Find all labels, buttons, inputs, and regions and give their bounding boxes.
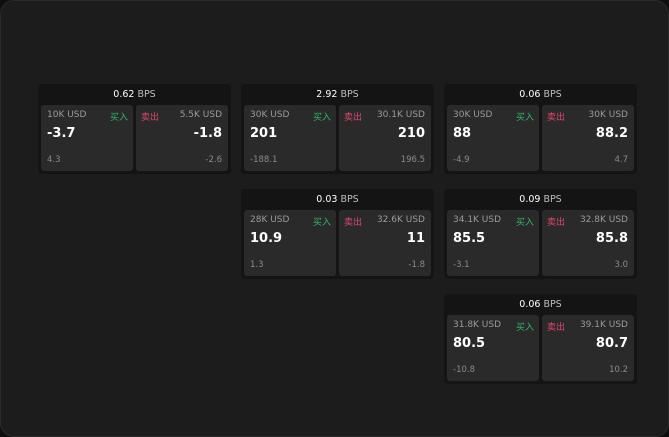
spread-unit: BPS <box>137 89 156 100</box>
ask-size: 30.1K USD <box>376 110 425 120</box>
ask-size: 5.5K USD <box>179 110 222 120</box>
spread-header: 0.06 BPS <box>444 84 637 105</box>
buy-label: 买入 <box>312 218 331 228</box>
bid-size: 34.1K USD <box>453 215 502 225</box>
bid-price: -3.7 <box>47 126 76 141</box>
ask-delta: 196.5 <box>400 155 425 165</box>
bid-price: 10.9 <box>250 231 283 246</box>
spread-unit: BPS <box>543 194 562 205</box>
spread-header: 0.06 BPS <box>444 294 637 315</box>
spread-unit: BPS <box>543 299 562 310</box>
ask-price: -1.8 <box>193 126 222 141</box>
spread-value: 0.06 <box>519 299 541 310</box>
buy-panel[interactable]: 34.1K USD 买入 85.5 -3.1 <box>447 210 539 276</box>
ask-delta: -2.6 <box>205 155 222 165</box>
sell-label: 卖出 <box>344 113 363 123</box>
bid-delta: -3.1 <box>453 260 470 270</box>
sell-panel[interactable]: 卖出 30.1K USD 210 196.5 <box>339 105 431 171</box>
ask-delta: 3.0 <box>614 260 628 270</box>
buy-label: 买入 <box>312 113 331 123</box>
sell-panel[interactable]: 卖出 30K USD 88.2 4.7 <box>542 105 634 171</box>
bid-size: 10K USD <box>47 110 87 120</box>
quote-card: 0.06 BPS 31.8K USD 买入 80.5 -10.8 卖出 39.1K… <box>444 294 637 384</box>
bid-price: 201 <box>250 126 278 141</box>
sell-panel[interactable]: 卖出 32.8K USD 85.8 3.0 <box>542 210 634 276</box>
bid-size: 28K USD <box>250 215 290 225</box>
ask-price: 88.2 <box>595 126 628 141</box>
sell-label: 卖出 <box>141 113 160 123</box>
spread-value: 0.03 <box>316 194 338 205</box>
ask-size: 30K USD <box>588 110 628 120</box>
quote-card: 0.62 BPS 10K USD 买入 -3.7 4.3 卖出 5.5K USD … <box>38 84 231 174</box>
spread-value: 0.62 <box>113 89 135 100</box>
buy-label: 买入 <box>515 323 534 333</box>
ask-delta: 4.7 <box>614 155 628 165</box>
ask-size: 32.6K USD <box>376 215 425 225</box>
spread-unit: BPS <box>543 89 562 100</box>
sell-label: 卖出 <box>547 218 566 228</box>
bid-size: 30K USD <box>453 110 493 120</box>
ask-price: 85.8 <box>595 231 628 246</box>
spread-value: 0.06 <box>519 89 541 100</box>
quote-card: 0.09 BPS 34.1K USD 买入 85.5 -3.1 卖出 32.8K … <box>444 189 637 279</box>
bid-price: 80.5 <box>453 336 486 351</box>
sell-panel[interactable]: 卖出 32.6K USD 11 -1.8 <box>339 210 431 276</box>
buy-panel[interactable]: 28K USD 买入 10.9 1.3 <box>244 210 336 276</box>
spread-header: 2.92 BPS <box>241 84 434 105</box>
bid-price: 88 <box>453 126 472 141</box>
ask-delta: 10.2 <box>609 365 628 375</box>
buy-label: 买入 <box>515 113 534 123</box>
buy-panel[interactable]: 10K USD 买入 -3.7 4.3 <box>41 105 133 171</box>
bid-delta: -10.8 <box>453 365 475 375</box>
ask-price: 11 <box>406 231 425 246</box>
quote-card: 0.03 BPS 28K USD 买入 10.9 1.3 卖出 32.6K USD… <box>241 189 434 279</box>
bid-price: 85.5 <box>453 231 486 246</box>
ask-price: 210 <box>397 126 425 141</box>
spread-unit: BPS <box>340 194 359 205</box>
ask-delta: -1.8 <box>408 260 425 270</box>
spread-header: 0.03 BPS <box>241 189 434 210</box>
buy-panel[interactable]: 31.8K USD 买入 80.5 -10.8 <box>447 315 539 381</box>
buy-label: 买入 <box>515 218 534 228</box>
buy-panel[interactable]: 30K USD 买入 88 -4.9 <box>447 105 539 171</box>
bid-delta: -188.1 <box>250 155 278 165</box>
bid-delta: 1.3 <box>250 260 264 270</box>
quote-card: 0.06 BPS 30K USD 买入 88 -4.9 卖出 30K USD 88… <box>444 84 637 174</box>
sell-panel[interactable]: 卖出 39.1K USD 80.7 10.2 <box>542 315 634 381</box>
spread-header: 0.09 BPS <box>444 189 637 210</box>
bid-size: 31.8K USD <box>453 320 502 330</box>
bid-delta: -4.9 <box>453 155 470 165</box>
sell-label: 卖出 <box>547 113 566 123</box>
spread-unit: BPS <box>340 89 359 100</box>
quote-card: 2.92 BPS 30K USD 买入 201 -188.1 卖出 30.1K U… <box>241 84 434 174</box>
bid-size: 30K USD <box>250 110 290 120</box>
buy-label: 买入 <box>109 113 128 123</box>
ask-size: 32.8K USD <box>579 215 628 225</box>
spread-value: 2.92 <box>316 89 338 100</box>
spread-value: 0.09 <box>519 194 541 205</box>
ask-size: 39.1K USD <box>579 320 628 330</box>
sell-label: 卖出 <box>344 218 363 228</box>
ask-price: 80.7 <box>595 336 628 351</box>
buy-panel[interactable]: 30K USD 买入 201 -188.1 <box>244 105 336 171</box>
sell-label: 卖出 <box>547 323 566 333</box>
bid-delta: 4.3 <box>47 155 61 165</box>
sell-panel[interactable]: 卖出 5.5K USD -1.8 -2.6 <box>136 105 228 171</box>
spread-header: 0.62 BPS <box>38 84 231 105</box>
